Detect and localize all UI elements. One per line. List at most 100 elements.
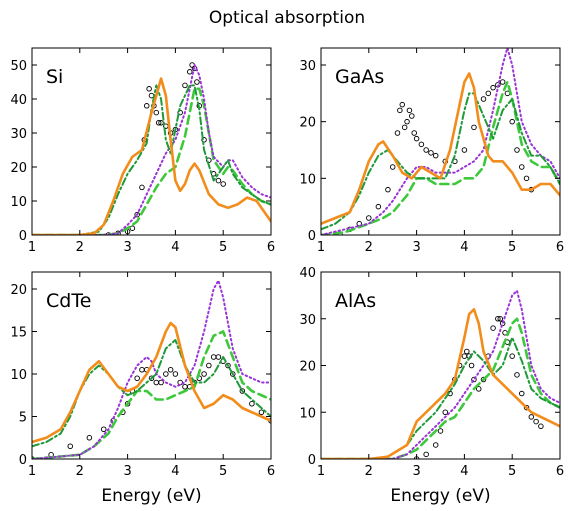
y-tick-label: 10 — [299, 172, 316, 187]
data-point — [495, 316, 501, 322]
plot-area-si — [32, 62, 271, 235]
series-line-solid — [32, 321, 271, 444]
panel-label: Si — [46, 66, 63, 88]
data-point — [411, 130, 417, 136]
data-point — [225, 362, 231, 369]
data-point — [230, 371, 236, 377]
x-tick-label: 3 — [412, 240, 420, 255]
series-line-dotted — [321, 289, 560, 459]
data-point — [186, 69, 193, 75]
y-tick-label: 0 — [308, 229, 316, 244]
data-point — [490, 84, 496, 91]
y-tick-label: 20 — [10, 283, 27, 298]
y-tick-label: 30 — [299, 313, 316, 328]
series-circles — [337, 79, 535, 235]
data-point — [468, 362, 475, 369]
data-point — [139, 184, 145, 191]
data-point — [215, 354, 222, 360]
data-point — [461, 147, 468, 153]
data-point — [153, 379, 160, 386]
data-point — [406, 107, 413, 114]
y-tick-label: 40 — [299, 266, 316, 281]
y-tick-label: 30 — [10, 127, 27, 142]
data-point — [182, 384, 188, 390]
y-tick-label: 20 — [10, 161, 27, 176]
data-point — [404, 118, 410, 125]
data-point — [397, 107, 403, 114]
data-point — [201, 371, 207, 377]
data-point — [182, 82, 188, 89]
data-point — [528, 414, 535, 420]
series-circles — [105, 62, 226, 235]
series-line-dotted — [32, 64, 271, 235]
axes-frame — [31, 47, 272, 236]
y-tick-label: 15 — [10, 326, 27, 341]
y-tick-label: 0 — [19, 453, 27, 468]
data-point — [490, 325, 496, 331]
series-line-dotted — [32, 279, 271, 459]
series-line-dotted — [321, 48, 560, 235]
data-point — [158, 379, 164, 386]
data-point — [497, 316, 504, 322]
panel-si: 1 2 3 4 5 6 0 10 20 30 40 50 Si — [10, 47, 275, 255]
data-point — [239, 388, 246, 394]
data-point — [220, 181, 226, 187]
y-tick-label: 10 — [299, 406, 316, 421]
data-point — [514, 147, 520, 153]
x-tick-label: 1 — [317, 464, 325, 479]
data-point — [401, 124, 408, 131]
data-point — [418, 141, 425, 148]
data-point — [366, 215, 372, 221]
data-point — [100, 426, 107, 433]
data-point — [385, 186, 391, 193]
data-point — [389, 164, 396, 170]
x-tick-label: 3 — [123, 240, 131, 255]
data-point — [437, 428, 444, 434]
x-tick-label: 6 — [556, 240, 564, 255]
data-point — [215, 177, 222, 184]
x-tick-label: 3 — [123, 464, 131, 479]
data-point — [375, 203, 382, 210]
series-line-solid — [32, 77, 271, 235]
x-tick-label: 4 — [460, 464, 468, 479]
data-point — [471, 124, 477, 131]
data-point — [129, 225, 136, 231]
data-point — [206, 362, 212, 369]
data-point — [194, 79, 200, 85]
y-tick-label: 0 — [19, 229, 27, 244]
x-tick-label: 2 — [76, 240, 84, 255]
panel-alas: 1 2 3 4 5 6 0 10 20 30 40 AlAs Energy (eV) — [299, 266, 564, 506]
data-point — [155, 120, 162, 126]
data-point — [519, 164, 525, 170]
data-point — [475, 386, 482, 392]
x-tick-label: 6 — [556, 464, 564, 479]
data-point — [143, 103, 150, 109]
x-tick-label: 5 — [508, 464, 516, 479]
x-tick-label: 4 — [171, 464, 179, 479]
x-tick-label: 2 — [365, 464, 373, 479]
axes-frame — [31, 271, 272, 460]
data-point — [480, 96, 487, 102]
data-point — [423, 147, 429, 153]
y-tick-label: 20 — [299, 116, 316, 131]
series-line-dashed — [321, 317, 560, 459]
plot-area-alas — [321, 289, 560, 459]
data-point — [499, 79, 506, 85]
data-point — [523, 404, 530, 411]
data-point — [413, 135, 420, 142]
data-point — [464, 348, 470, 355]
x-tick-label: 4 — [460, 240, 468, 255]
y-tick-label: 20 — [299, 360, 316, 375]
data-point — [533, 418, 539, 425]
data-point — [258, 409, 265, 416]
x-tick-label: 5 — [219, 464, 227, 479]
x-tick-label: 1 — [28, 240, 36, 255]
x-tick-label: 6 — [267, 464, 275, 479]
data-point — [124, 401, 131, 407]
x-tick-label: 6 — [267, 240, 275, 255]
data-point — [523, 175, 530, 182]
y-tick-label: 5 — [19, 411, 27, 426]
data-point — [172, 371, 179, 377]
x-tick-label: 3 — [412, 464, 420, 479]
